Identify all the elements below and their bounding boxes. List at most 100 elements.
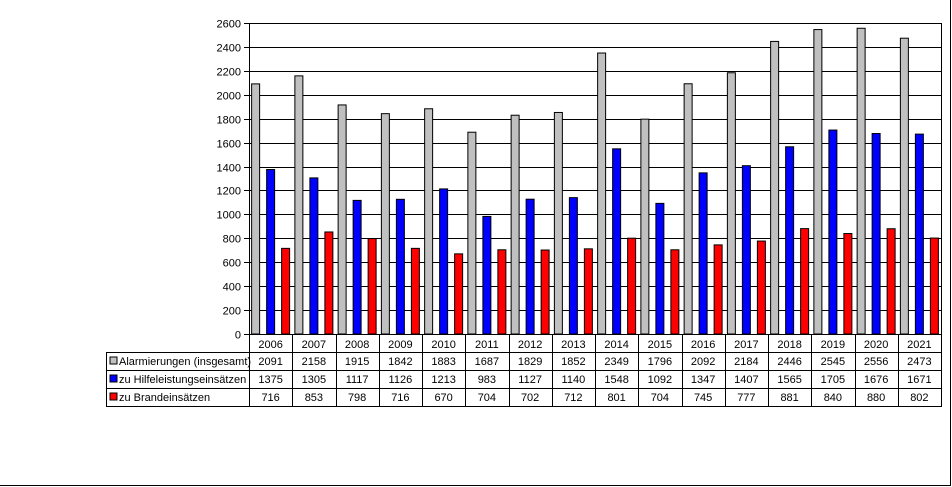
bar-zu-hilfeleistungseins-tzen-2021 [914,133,924,335]
data-label-2-2017: 777 [737,392,755,404]
x-tick-label-2009: 2009 [388,339,412,351]
y-tick-label-1000: 1000 [217,210,241,222]
data-label-2-2012: 702 [521,392,539,404]
data-label-2-2021: 802 [910,392,928,404]
bar-zu-brandeins-tzen-2010 [454,253,464,335]
bar-alarmierungen-insgesamt--2010 [424,108,434,335]
y-tick-label-400: 400 [223,282,241,294]
bar-alarmierungen-insgesamt--2009 [380,113,390,335]
x-tick-label-2006: 2006 [258,339,282,351]
data-label-1-2020: 1676 [864,374,888,386]
data-label-0-2021: 2473 [907,356,931,368]
data-label-0-2017: 2184 [734,356,758,368]
data-label-1-2007: 1305 [302,374,326,386]
y-tick-label-0: 0 [235,330,241,342]
bar-zu-brandeins-tzen-2007 [324,231,334,335]
bar-zu-brandeins-tzen-2014 [627,237,637,335]
data-label-2-2015: 704 [651,392,669,404]
y-tick-label-800: 800 [223,234,241,246]
data-label-0-2016: 2092 [691,356,715,368]
data-label-1-2013: 1140 [562,374,586,386]
legend-label-2: zu Brandeinsätzen [119,392,210,404]
bar-alarmierungen-insgesamt--2015 [640,118,650,335]
legend-key-2 [109,392,118,401]
x-tick-label-2015: 2015 [648,339,672,351]
bar-zu-brandeins-tzen-2020 [886,228,896,335]
data-label-2-2011: 704 [478,392,496,404]
data-label-1-2012: 1127 [518,374,542,386]
bar-zu-brandeins-tzen-2009 [410,247,420,335]
data-label-2-2006: 716 [261,392,279,404]
bar-zu-hilfeleistungseins-tzen-2007 [309,177,319,335]
data-label-0-2012: 1829 [518,356,542,368]
bar-zu-hilfeleistungseins-tzen-2008 [352,199,362,335]
data-label-1-2017: 1407 [734,374,758,386]
data-label-1-2011: 983 [478,374,496,386]
x-tick-label-2013: 2013 [561,339,585,351]
data-label-2-2013: 712 [564,392,582,404]
data-label-0-2014: 2349 [604,356,628,368]
data-label-2-2020: 880 [867,392,885,404]
bar-alarmierungen-insgesamt--2007 [294,75,304,335]
bar-zu-brandeins-tzen-2013 [583,248,593,335]
bar-zu-hilfeleistungseins-tzen-2012 [525,198,535,335]
bar-zu-hilfeleistungseins-tzen-2016 [698,172,708,335]
plot-area [249,23,941,334]
y-tick-label-1800: 1800 [217,115,241,127]
bar-alarmierungen-insgesamt--2019 [813,29,823,335]
data-label-2-2019: 840 [824,392,842,404]
bar-zu-brandeins-tzen-2008 [367,238,377,335]
bar-zu-brandeins-tzen-2015 [670,249,680,335]
data-label-0-2009: 1842 [388,356,412,368]
y-tick-label-2400: 2400 [217,43,241,55]
bar-zu-brandeins-tzen-2017 [756,240,766,335]
bar-zu-hilfeleistungseins-tzen-2010 [439,188,449,335]
data-label-1-2006: 1375 [258,374,282,386]
bar-alarmierungen-insgesamt--2018 [770,40,780,335]
legend-key-0 [109,356,118,365]
data-label-2-2009: 716 [391,392,409,404]
bar-zu-brandeins-tzen-2021 [929,237,939,335]
y-tick-label-1400: 1400 [217,163,241,175]
legend-key-1 [109,374,118,383]
bar-zu-brandeins-tzen-2011 [497,249,507,335]
data-label-2-2018: 881 [780,392,798,404]
x-tick-label-2011: 2011 [475,339,499,351]
data-label-0-2015: 1796 [648,356,672,368]
bar-zu-hilfeleistungseins-tzen-2017 [741,165,751,335]
data-label-0-2006: 2091 [258,356,282,368]
x-tick-label-2019: 2019 [821,339,845,351]
y-tick-label-2200: 2200 [217,67,241,79]
data-label-0-2013: 1852 [561,356,585,368]
x-tick-label-2016: 2016 [691,339,715,351]
bar-zu-brandeins-tzen-2016 [713,244,723,335]
data-label-2-2014: 801 [607,392,625,404]
bar-alarmierungen-insgesamt--2011 [467,131,477,335]
bar-zu-hilfeleistungseins-tzen-2011 [482,215,492,335]
x-tick-label-2007: 2007 [302,339,326,351]
y-tick-label-1600: 1600 [217,139,241,151]
bar-zu-brandeins-tzen-2018 [800,228,810,335]
bar-zu-brandeins-tzen-2006 [281,247,291,335]
bar-alarmierungen-insgesamt--2014 [597,52,607,335]
bar-alarmierungen-insgesamt--2020 [856,27,866,335]
data-label-2-2010: 670 [434,392,452,404]
data-label-0-2011: 1687 [475,356,499,368]
x-tick-label-2021: 2021 [907,339,931,351]
bar-zu-brandeins-tzen-2012 [540,249,550,335]
bar-alarmierungen-insgesamt--2008 [337,104,347,335]
bar-zu-brandeins-tzen-2019 [843,233,853,335]
bar-alarmierungen-insgesamt--2013 [553,111,563,335]
bar-zu-hilfeleistungseins-tzen-2019 [828,129,838,335]
x-tick-label-2018: 2018 [777,339,801,351]
data-label-1-2009: 1126 [389,374,413,386]
bar-zu-hilfeleistungseins-tzen-2020 [871,133,881,335]
data-label-0-2020: 2556 [864,356,888,368]
bar-zu-hilfeleistungseins-tzen-2015 [655,202,665,335]
data-label-1-2019: 1705 [821,374,845,386]
data-label-1-2018: 1565 [777,374,801,386]
x-tick-label-2020: 2020 [864,339,888,351]
data-label-0-2008: 1915 [345,356,369,368]
bar-zu-hilfeleistungseins-tzen-2018 [785,146,795,335]
